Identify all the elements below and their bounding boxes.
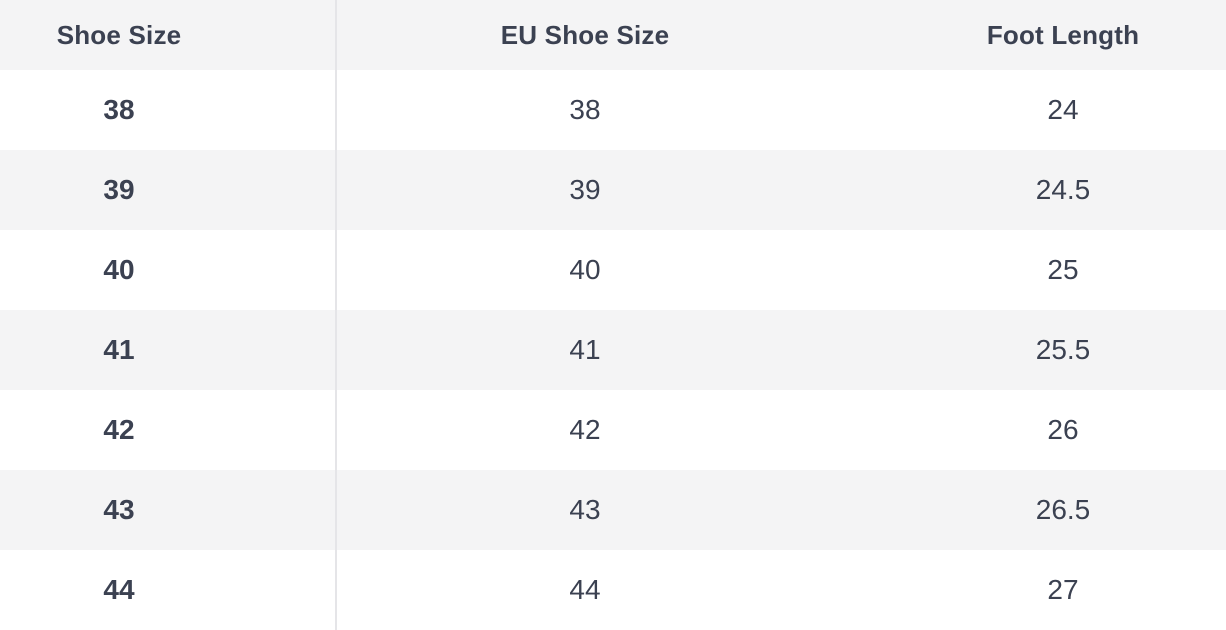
foot-length-cell: 24.5 bbox=[1035, 174, 1091, 205]
shoe-size-cell: 44 bbox=[103, 574, 135, 605]
table-row: 39 39 24.5 bbox=[0, 150, 1226, 230]
column-header-shoe-size: Shoe Size bbox=[56, 20, 182, 50]
foot-length-cell: 26.5 bbox=[1035, 494, 1091, 525]
table-row: 41 41 25.5 bbox=[0, 310, 1226, 390]
table-row: 40 40 25 bbox=[0, 230, 1226, 310]
table-row: 44 44 27 bbox=[0, 550, 1226, 630]
shoe-size-cell: 41 bbox=[103, 334, 135, 365]
table-header-row: Shoe Size EU Shoe Size Foot Length bbox=[0, 0, 1226, 70]
eu-shoe-size-cell: 43 bbox=[569, 494, 601, 525]
foot-length-cell: 24 bbox=[1047, 94, 1079, 125]
shoe-size-cell: 38 bbox=[103, 94, 135, 125]
eu-shoe-size-cell: 38 bbox=[569, 94, 601, 125]
eu-shoe-size-cell: 41 bbox=[569, 334, 601, 365]
eu-shoe-size-cell: 42 bbox=[569, 414, 601, 445]
shoe-size-cell: 43 bbox=[103, 494, 135, 525]
table-row: 42 42 26 bbox=[0, 390, 1226, 470]
foot-length-cell: 27 bbox=[1047, 574, 1079, 605]
table-row: 43 43 26.5 bbox=[0, 470, 1226, 550]
table-row: 38 38 24 bbox=[0, 70, 1226, 150]
shoe-size-cell: 39 bbox=[103, 174, 135, 205]
foot-length-cell: 25.5 bbox=[1035, 334, 1091, 365]
shoe-size-cell: 40 bbox=[103, 254, 135, 285]
eu-shoe-size-cell: 39 bbox=[569, 174, 601, 205]
eu-shoe-size-cell: 40 bbox=[569, 254, 601, 285]
column-header-foot-length: Foot Length bbox=[986, 20, 1140, 50]
shoe-size-cell: 42 bbox=[103, 414, 135, 445]
column-header-eu-shoe-size: EU Shoe Size bbox=[500, 20, 670, 50]
eu-shoe-size-cell: 44 bbox=[569, 574, 601, 605]
foot-length-cell: 25 bbox=[1047, 254, 1079, 285]
foot-length-cell: 26 bbox=[1047, 414, 1079, 445]
table-body: 38 38 24 39 39 24.5 40 40 25 41 41 25.5 42 42 26 43 43 26… bbox=[0, 70, 1226, 630]
